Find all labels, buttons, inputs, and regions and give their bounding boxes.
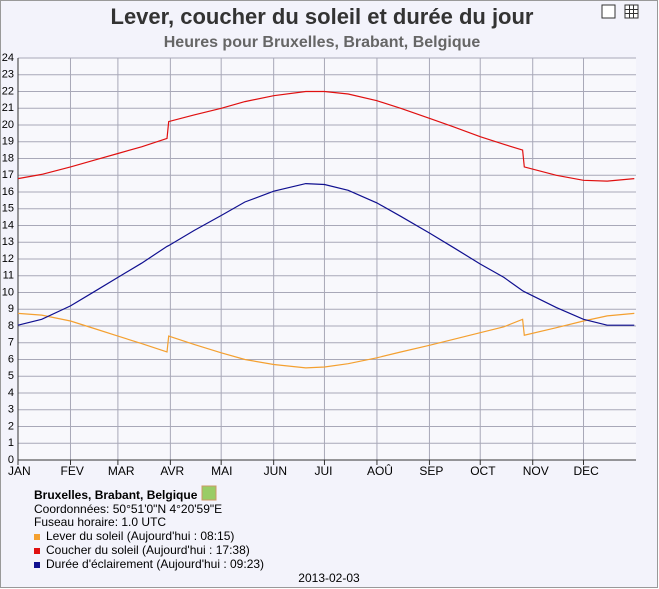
y-tick-label: 3 <box>8 404 14 416</box>
x-tick-label: MAI <box>211 464 232 478</box>
y-tick-label: 19 <box>2 136 14 148</box>
x-tick-label: FEV <box>60 464 83 478</box>
x-tick-label: DEC <box>574 464 600 478</box>
y-tick-label: 2 <box>8 420 14 432</box>
x-tick-label: JAN <box>8 464 31 478</box>
y-tick-label: 22 <box>2 85 14 97</box>
legend-swatch <box>34 562 40 568</box>
y-tick-label: 16 <box>2 186 14 198</box>
y-tick-label: 5 <box>8 370 14 382</box>
legend-swatch <box>34 548 40 554</box>
y-tick-label: 4 <box>8 387 14 399</box>
x-tick-label: JUN <box>264 464 287 478</box>
y-tick-label: 21 <box>2 102 14 114</box>
legend-swatch <box>34 534 40 540</box>
y-tick-label: 15 <box>2 203 14 215</box>
x-tick-label: NOV <box>523 464 549 478</box>
y-tick-label: 1 <box>8 437 14 449</box>
legend-label: Lever du soleil (Aujourd'hui : 08:15) <box>46 529 234 543</box>
y-tick-label: 14 <box>2 219 14 231</box>
table-icon[interactable] <box>624 4 639 19</box>
y-tick-label: 20 <box>2 119 14 131</box>
y-tick-label: 8 <box>8 320 14 332</box>
coordinates: Coordonnées: 50°51'0"N 4°20'59"E <box>34 502 222 516</box>
y-tick-label: 17 <box>2 169 14 181</box>
x-tick-label: AVR <box>160 464 184 478</box>
y-tick-label: 6 <box>8 353 14 365</box>
table-icon-grid <box>625 5 638 18</box>
location: Bruxelles, Brabant, Belgique <box>34 488 198 502</box>
legend-label: Durée d'éclairement (Aujourd'hui : 09:23… <box>46 557 264 571</box>
y-tick-label: 13 <box>2 236 14 248</box>
series-line <box>17 312 635 369</box>
y-tick-label: 24 <box>2 52 14 64</box>
y-tick-label: 11 <box>3 270 14 282</box>
x-tick-label: AOÛ <box>367 463 393 478</box>
y-tick-label: 10 <box>2 286 14 298</box>
x-tick-label: MAR <box>108 464 135 478</box>
y-tick-label: 9 <box>8 303 14 315</box>
timezone: Fuseau horaire: 1.0 UTC <box>34 515 166 529</box>
export-icon[interactable] <box>601 4 616 19</box>
y-tick-label: 7 <box>8 337 14 349</box>
y-tick-label: 18 <box>2 152 14 164</box>
legend-label: Coucher du soleil (Aujourd'hui : 17:38) <box>46 543 250 557</box>
x-tick-label: OCT <box>470 464 496 478</box>
date: 2013-02-03 <box>298 571 360 585</box>
x-tick-label: SEP <box>419 464 443 478</box>
series-line <box>17 90 635 182</box>
chart-title: Lever, coucher du soleil et durée du jou… <box>111 4 534 29</box>
x-tick-label: JUI <box>314 464 332 478</box>
chart-subtitle: Heures pour Bruxelles, Brabant, Belgique <box>164 34 481 51</box>
y-tick-label: 0 <box>8 454 14 466</box>
y-tick-label: 12 <box>2 253 14 265</box>
map-icon[interactable] <box>201 485 217 501</box>
series-line <box>17 182 635 326</box>
y-tick-label: 23 <box>2 69 14 81</box>
